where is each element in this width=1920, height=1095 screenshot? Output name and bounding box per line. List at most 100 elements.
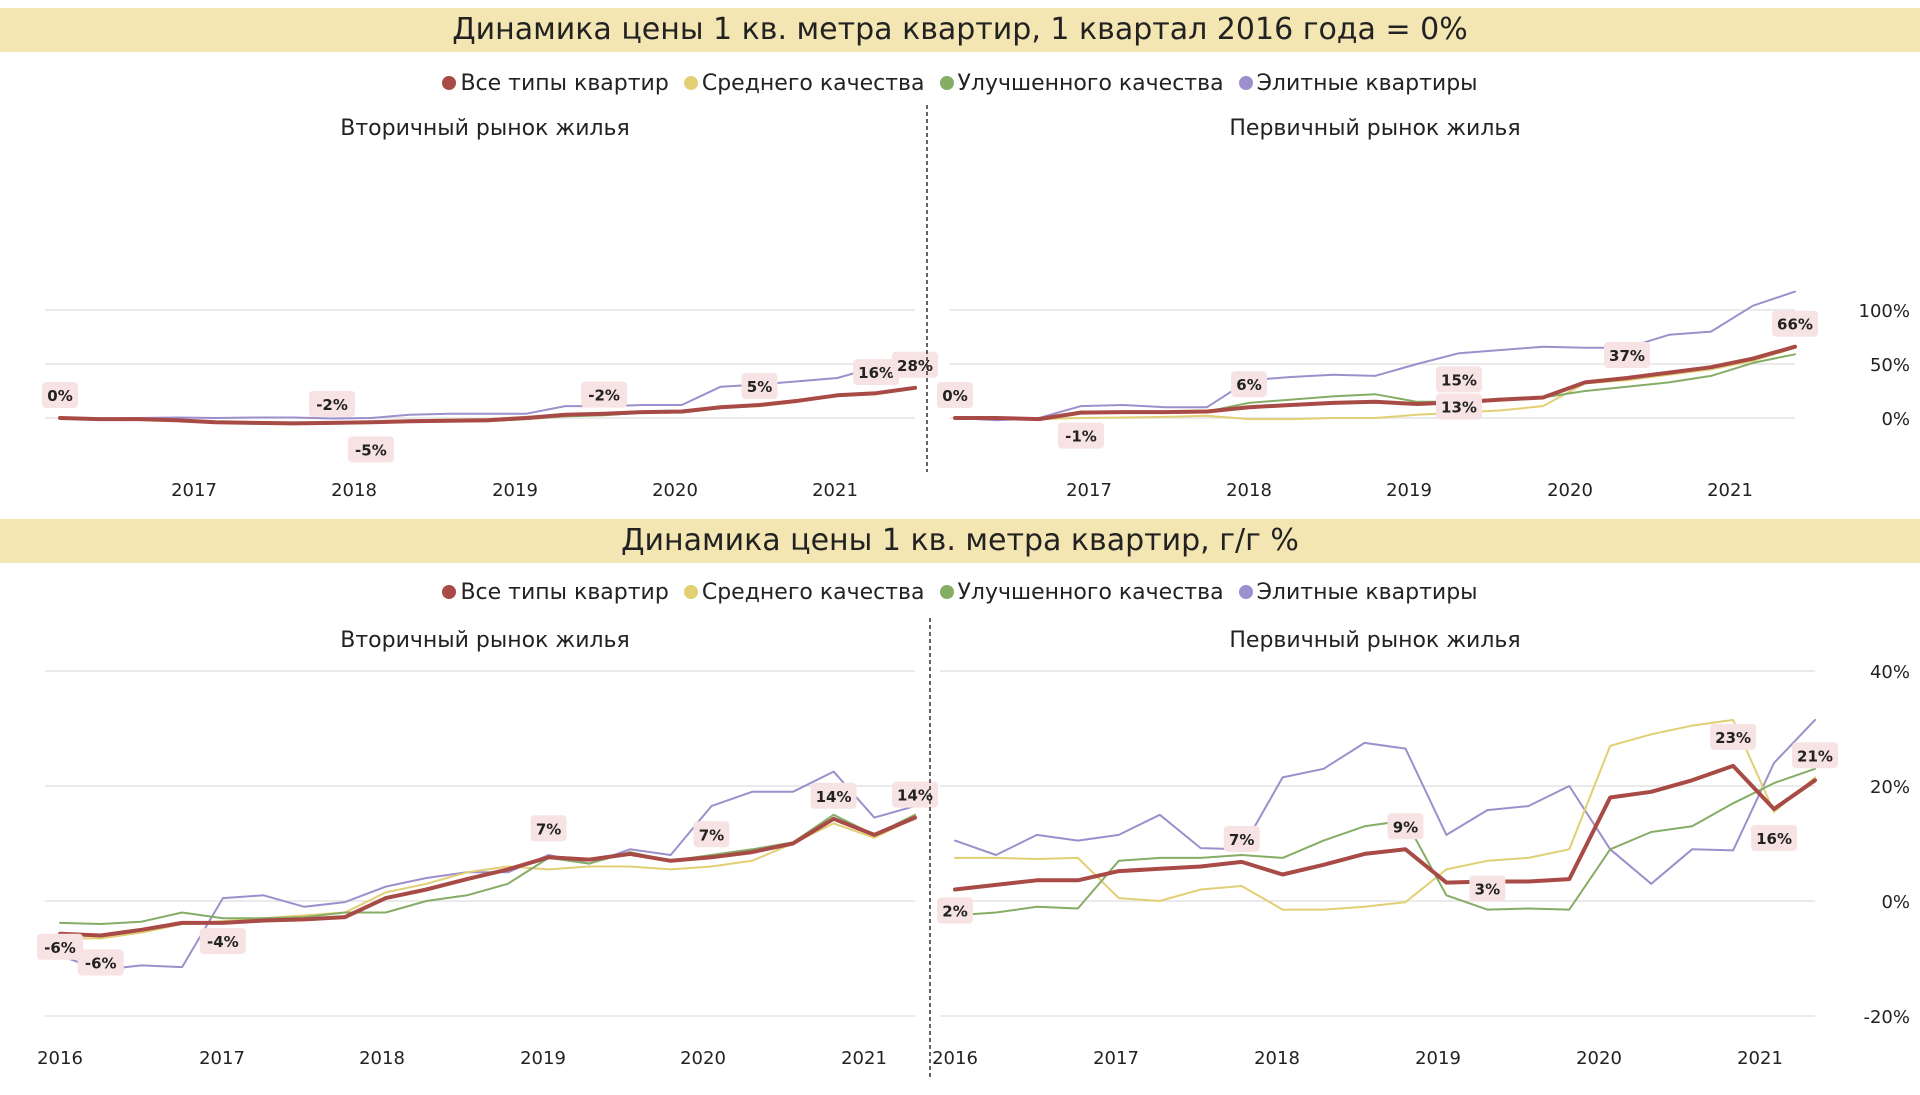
- legend-dot-elite: [1238, 76, 1253, 90]
- data-label-bg: [1231, 371, 1267, 398]
- x-tick-label: 2017: [1093, 1048, 1139, 1069]
- data-label-bg: [309, 390, 356, 417]
- x-tick-label: 2021: [1707, 480, 1753, 501]
- legend-label-mid: Среднего качества: [701, 71, 925, 96]
- legend-item-elite: Элитные квартиры: [1238, 69, 1478, 99]
- data-label: -6%: [85, 955, 117, 973]
- legend-label-all: Все типы квартир: [460, 580, 669, 605]
- legend-item-mid: Среднего качества: [683, 69, 925, 99]
- data-label: 7%: [536, 820, 561, 838]
- bottom-right-panel-title: Первичный рынок жилья: [1229, 628, 1521, 653]
- x-tick-label: 2016: [932, 1048, 978, 1069]
- data-label-bg: [1387, 813, 1424, 840]
- data-label: 5%: [747, 378, 772, 396]
- data-label: 9%: [1393, 818, 1418, 836]
- data-label-bg: [1058, 422, 1104, 449]
- data-label: -2%: [588, 387, 620, 405]
- data-label: 66%: [1777, 316, 1813, 334]
- legend-label-imp: Улучшенного качества: [957, 71, 1224, 96]
- legend-dot-all: [442, 76, 457, 90]
- data-label: 7%: [1229, 831, 1254, 849]
- y-tick-label: 100%: [1859, 301, 1910, 322]
- data-label: 16%: [858, 364, 894, 382]
- data-label: 37%: [1609, 347, 1645, 365]
- legend-dot-imp: [939, 76, 954, 90]
- x-tick-label: 2020: [652, 480, 698, 501]
- y-tick-label: 0%: [1881, 892, 1910, 913]
- data-label: 16%: [1756, 830, 1792, 848]
- x-tick-label: 2016: [37, 1048, 83, 1069]
- data-label-bg: [1710, 723, 1757, 750]
- series-line-mid: [59, 816, 916, 940]
- series-line-elite: [59, 770, 916, 971]
- y-tick-label: 0%: [1881, 409, 1910, 430]
- x-tick-label: 2021: [812, 480, 858, 501]
- data-label: -1%: [1065, 428, 1097, 446]
- legend-item-all: Все типы квартир: [442, 578, 669, 608]
- legend-label-elite: Элитные квартиры: [1256, 580, 1478, 605]
- top-left-panel-title: Вторичный рынок жилья: [340, 116, 630, 141]
- data-label-bg: [42, 382, 78, 408]
- series-line-all: [953, 763, 1817, 892]
- legend-label-mid: Среднего качества: [701, 580, 925, 605]
- x-tick-label: 2019: [520, 1048, 566, 1069]
- data-label-bg: [1436, 393, 1482, 420]
- data-label: 0%: [47, 387, 72, 405]
- data-label-bg: [77, 949, 124, 976]
- data-label: 14%: [897, 787, 933, 805]
- legend-label-elite: Элитные квартиры: [1256, 71, 1478, 96]
- y-tick-label: 50%: [1870, 355, 1910, 376]
- bottom-legend: Все типы квартир Среднего качества Улучш…: [0, 578, 1920, 608]
- bottom-banner: [0, 519, 1920, 563]
- data-label: -5%: [355, 441, 387, 459]
- x-tick-label: 2021: [1737, 1048, 1783, 1069]
- legend-dot-imp: [939, 585, 954, 599]
- x-tick-label: 2019: [1415, 1048, 1461, 1069]
- top-chart-title: Динамика цены 1 кв. метра квартир, 1 ква…: [452, 12, 1468, 47]
- legend-label-imp: Улучшенного качества: [957, 580, 1224, 605]
- x-tick-label: 2017: [1066, 480, 1112, 501]
- series-line-elite: [954, 290, 1796, 422]
- data-label-bg: [937, 897, 973, 924]
- series-line-mid: [954, 718, 1816, 911]
- data-label-bg: [741, 373, 778, 400]
- data-label-bg: [810, 782, 857, 809]
- legend-item-imp: Улучшенного качества: [939, 578, 1224, 608]
- data-label-bg: [892, 781, 938, 808]
- x-tick-label: 2017: [199, 1048, 245, 1069]
- data-label-bg: [1469, 875, 1506, 902]
- legend-dot-mid: [683, 585, 698, 599]
- data-label-bg: [853, 359, 900, 386]
- data-label: 3%: [1475, 880, 1500, 898]
- legend-item-mid: Среднего качества: [683, 578, 925, 608]
- data-label-bg: [37, 933, 83, 960]
- data-label-bg: [1604, 342, 1650, 369]
- series-line-elite: [954, 718, 1816, 885]
- x-tick-label: 2021: [841, 1048, 887, 1069]
- series-line-elite: [59, 359, 916, 420]
- y-tick-label: 40%: [1870, 662, 1910, 683]
- top-legend: Все типы квартир Среднего качества Улучш…: [0, 69, 1920, 99]
- data-label: 7%: [699, 826, 724, 844]
- data-label: -2%: [316, 396, 348, 414]
- legend-dot-mid: [683, 76, 698, 90]
- data-label-bg: [1223, 825, 1260, 852]
- legend-dot-all: [442, 585, 457, 599]
- data-label-bg: [1772, 310, 1818, 337]
- series-line-mid: [954, 346, 1796, 421]
- bottom-left-panel-title: Вторичный рынок жилья: [340, 628, 630, 653]
- data-label-bg: [1436, 366, 1482, 393]
- legend-item-imp: Улучшенного качества: [939, 69, 1224, 99]
- series-line-all: [58, 385, 917, 426]
- x-tick-label: 2017: [171, 480, 217, 501]
- x-tick-label: 2018: [1226, 480, 1272, 501]
- bottom-chart-title: Динамика цены 1 кв. метра квартир, г/г %: [621, 523, 1299, 558]
- data-label-bg: [937, 382, 973, 408]
- data-label-bg: [199, 928, 246, 955]
- legend-label-all: Все типы квартир: [460, 71, 669, 96]
- data-label-bg: [693, 821, 730, 848]
- data-label: -6%: [44, 939, 76, 957]
- series-line-all: [58, 815, 917, 938]
- legend-item-elite: Элитные квартиры: [1238, 578, 1478, 608]
- legend-dot-elite: [1238, 585, 1253, 599]
